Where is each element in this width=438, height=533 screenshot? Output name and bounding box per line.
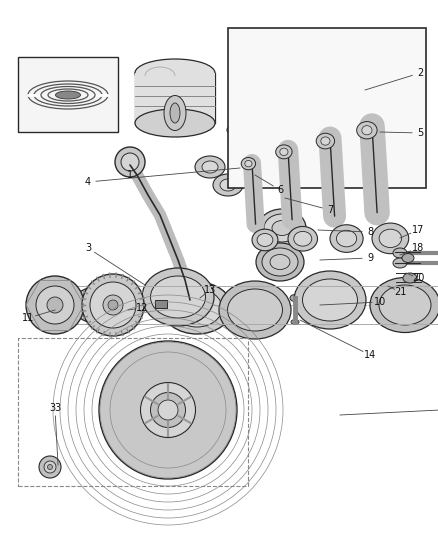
Polygon shape (135, 73, 215, 123)
Text: 12: 12 (136, 303, 148, 313)
Text: 13: 13 (204, 285, 216, 295)
Text: 18: 18 (412, 243, 424, 253)
Ellipse shape (220, 179, 236, 191)
Ellipse shape (82, 274, 144, 336)
Ellipse shape (402, 254, 414, 262)
Text: 10: 10 (374, 297, 386, 307)
Ellipse shape (321, 137, 330, 145)
Text: 33: 33 (49, 403, 61, 413)
Ellipse shape (151, 392, 186, 427)
Ellipse shape (186, 300, 208, 316)
Ellipse shape (276, 145, 292, 159)
Ellipse shape (121, 153, 139, 171)
Ellipse shape (162, 282, 232, 334)
Bar (155, 300, 167, 308)
Text: 4: 4 (85, 177, 91, 187)
Ellipse shape (141, 383, 195, 438)
Ellipse shape (270, 254, 290, 270)
Ellipse shape (26, 276, 84, 334)
Ellipse shape (252, 229, 278, 251)
Ellipse shape (294, 231, 312, 246)
Bar (18, 338, 248, 486)
Text: 9: 9 (367, 253, 373, 263)
Ellipse shape (135, 59, 215, 87)
Text: 11: 11 (22, 313, 34, 323)
Ellipse shape (36, 286, 74, 324)
Ellipse shape (316, 133, 335, 149)
Text: 7: 7 (327, 205, 333, 215)
Bar (18, 57, 118, 132)
Ellipse shape (103, 295, 123, 315)
Text: 1: 1 (127, 170, 133, 180)
Ellipse shape (272, 221, 292, 236)
Ellipse shape (357, 122, 377, 139)
Ellipse shape (164, 95, 186, 131)
Ellipse shape (403, 273, 417, 283)
Ellipse shape (158, 400, 178, 420)
Ellipse shape (245, 160, 252, 167)
Ellipse shape (81, 292, 119, 318)
Ellipse shape (294, 271, 366, 329)
Ellipse shape (330, 225, 363, 252)
Ellipse shape (99, 341, 237, 479)
Ellipse shape (39, 456, 61, 478)
Ellipse shape (115, 147, 145, 177)
Ellipse shape (213, 174, 243, 196)
Ellipse shape (44, 461, 56, 473)
Text: 2: 2 (417, 68, 423, 78)
Ellipse shape (73, 286, 127, 324)
Ellipse shape (47, 464, 53, 470)
Ellipse shape (370, 278, 438, 333)
Ellipse shape (372, 223, 409, 254)
Ellipse shape (170, 103, 180, 123)
Ellipse shape (241, 158, 256, 169)
Ellipse shape (258, 209, 306, 247)
Ellipse shape (151, 276, 205, 318)
Ellipse shape (303, 279, 357, 321)
Text: 3: 3 (85, 243, 91, 253)
Text: 5: 5 (417, 128, 423, 138)
Text: 20: 20 (412, 273, 424, 283)
Ellipse shape (227, 121, 277, 139)
Text: 6: 6 (277, 185, 283, 195)
Text: 8: 8 (367, 227, 373, 237)
Ellipse shape (393, 248, 407, 258)
Ellipse shape (135, 109, 215, 137)
Ellipse shape (336, 230, 357, 247)
Ellipse shape (108, 300, 118, 310)
Ellipse shape (280, 148, 288, 156)
Ellipse shape (256, 243, 304, 281)
Text: 17: 17 (412, 225, 424, 235)
Ellipse shape (257, 233, 273, 246)
Bar (228, 28, 426, 188)
Ellipse shape (90, 282, 136, 328)
Ellipse shape (288, 227, 318, 251)
Ellipse shape (291, 319, 299, 325)
Ellipse shape (248, 101, 296, 123)
Ellipse shape (47, 297, 63, 313)
Ellipse shape (219, 281, 291, 339)
Ellipse shape (264, 214, 300, 242)
Ellipse shape (379, 285, 431, 325)
Ellipse shape (172, 289, 222, 327)
Ellipse shape (56, 91, 81, 99)
Ellipse shape (202, 161, 218, 173)
Ellipse shape (142, 268, 214, 326)
Ellipse shape (262, 248, 298, 276)
Ellipse shape (393, 258, 407, 268)
Ellipse shape (195, 156, 225, 178)
Ellipse shape (379, 229, 402, 247)
Ellipse shape (290, 295, 300, 302)
Text: 21: 21 (394, 287, 406, 297)
Ellipse shape (362, 126, 372, 135)
Text: 14: 14 (364, 350, 376, 360)
Ellipse shape (227, 289, 283, 331)
